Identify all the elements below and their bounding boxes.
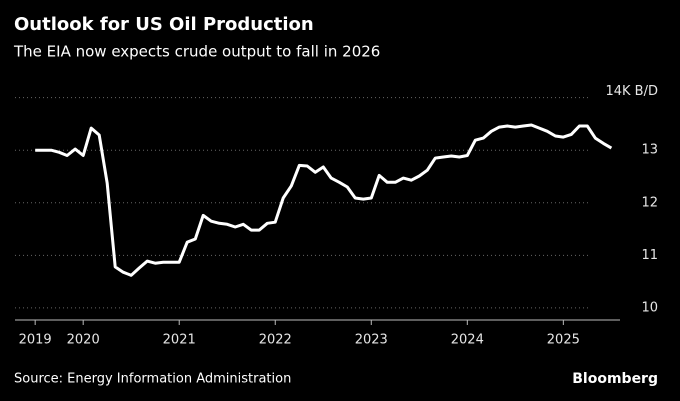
x-tick-label: 2025 bbox=[547, 333, 580, 348]
y-tick-label: 11 bbox=[641, 248, 658, 263]
chart-subtitle: The EIA now expects crude output to fall… bbox=[13, 43, 380, 61]
chart-title: Outlook for US Oil Production bbox=[14, 14, 314, 35]
x-tick-label: 2024 bbox=[451, 333, 484, 348]
x-tick-label: 2021 bbox=[163, 333, 196, 348]
x-tick-label: 2023 bbox=[355, 333, 388, 348]
y-tick-label: 12 bbox=[641, 195, 658, 210]
line bbox=[35, 123, 613, 277]
x-tick-label: 2020 bbox=[67, 333, 100, 348]
x-tick-label: 2019 bbox=[19, 333, 52, 348]
brand: Bloomberg bbox=[572, 371, 658, 387]
y-tick-label: 10 bbox=[641, 300, 658, 315]
x-tick-label: 2022 bbox=[259, 333, 292, 348]
source: Source: Energy Information Administratio… bbox=[14, 372, 291, 387]
y-tick-label: 13 bbox=[641, 143, 658, 158]
y-tick-label: 14K B/D bbox=[605, 84, 658, 99]
